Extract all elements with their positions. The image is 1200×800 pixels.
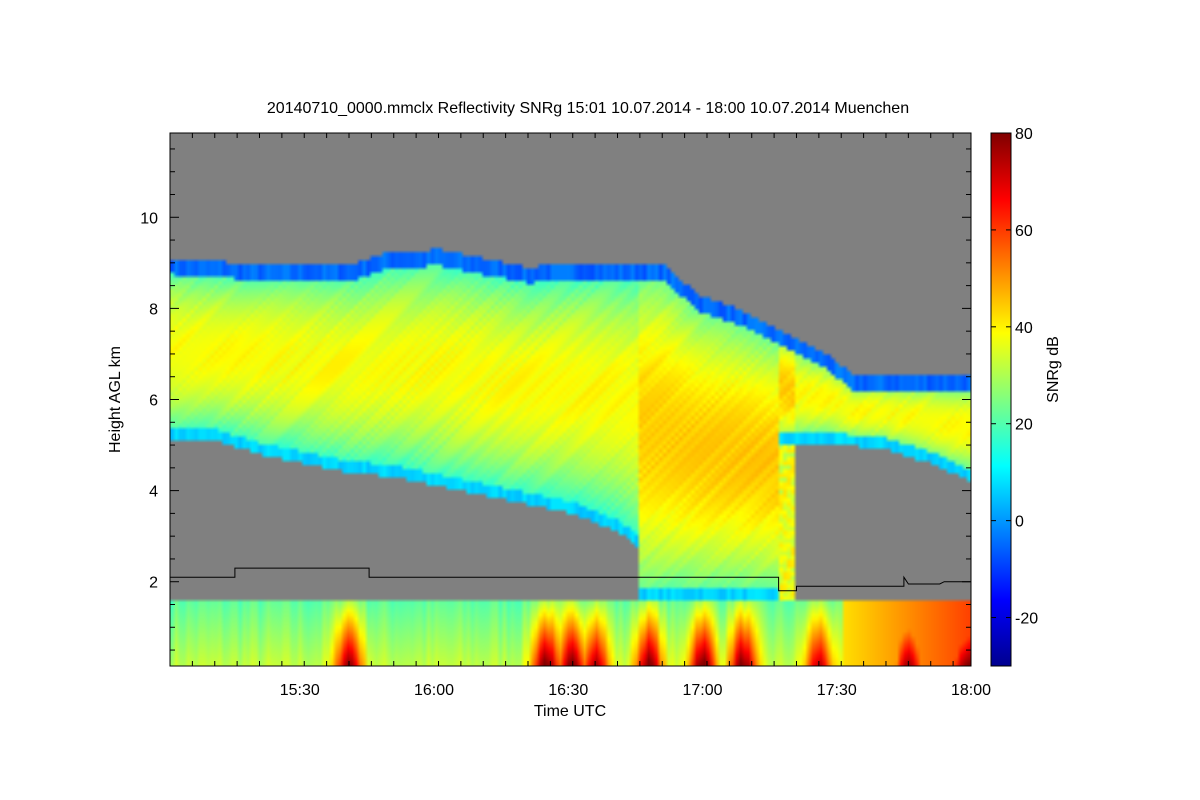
x-tick-label: 15:30	[280, 682, 320, 699]
y-tick-label: 6	[149, 393, 158, 410]
colorbar-ticks: -20 0 20 40 60 80	[991, 126, 1038, 628]
y-axis-label: Height AGL km	[107, 346, 124, 453]
y-tick-label: 8	[149, 301, 158, 318]
colorbar-tick-label: 0	[1015, 514, 1024, 531]
colorbar-label: SNRg dB	[1045, 336, 1062, 403]
plot-area	[169, 132, 972, 667]
x-tick-label: 17:00	[682, 682, 722, 699]
colorbar-tick-label: 80	[1015, 126, 1033, 143]
colorbar-tick-label: 40	[1015, 320, 1033, 337]
y-axis: 2 4 6 8 10	[140, 148, 971, 651]
x-tick-label: 16:30	[548, 682, 588, 699]
y-tick-label: 4	[149, 484, 158, 501]
colorbar-tick-label: -20	[1015, 611, 1038, 628]
x-tick-label: 17:30	[817, 682, 857, 699]
x-axis-label: Time UTC	[534, 703, 606, 720]
y-tick-label: 10	[140, 210, 158, 227]
colorbar: -20 0 20 40 60 80 SNRg dB	[990, 126, 1062, 667]
x-tick-label: 16:00	[414, 682, 454, 699]
y-tick-label: 2	[149, 575, 158, 592]
colorbar-scale	[990, 132, 1012, 667]
colorbar-tick-label: 60	[1015, 223, 1033, 240]
colorbar-tick-label: 20	[1015, 417, 1033, 434]
x-axis: 15:30 16:00 16:30 17:00 17:30 18:00	[169, 133, 991, 699]
chart-title: 20140710_0000.mmclx Reflectivity SNRg 15…	[267, 100, 909, 117]
reference-line	[170, 567, 971, 592]
x-tick-label: 18:00	[951, 682, 991, 699]
